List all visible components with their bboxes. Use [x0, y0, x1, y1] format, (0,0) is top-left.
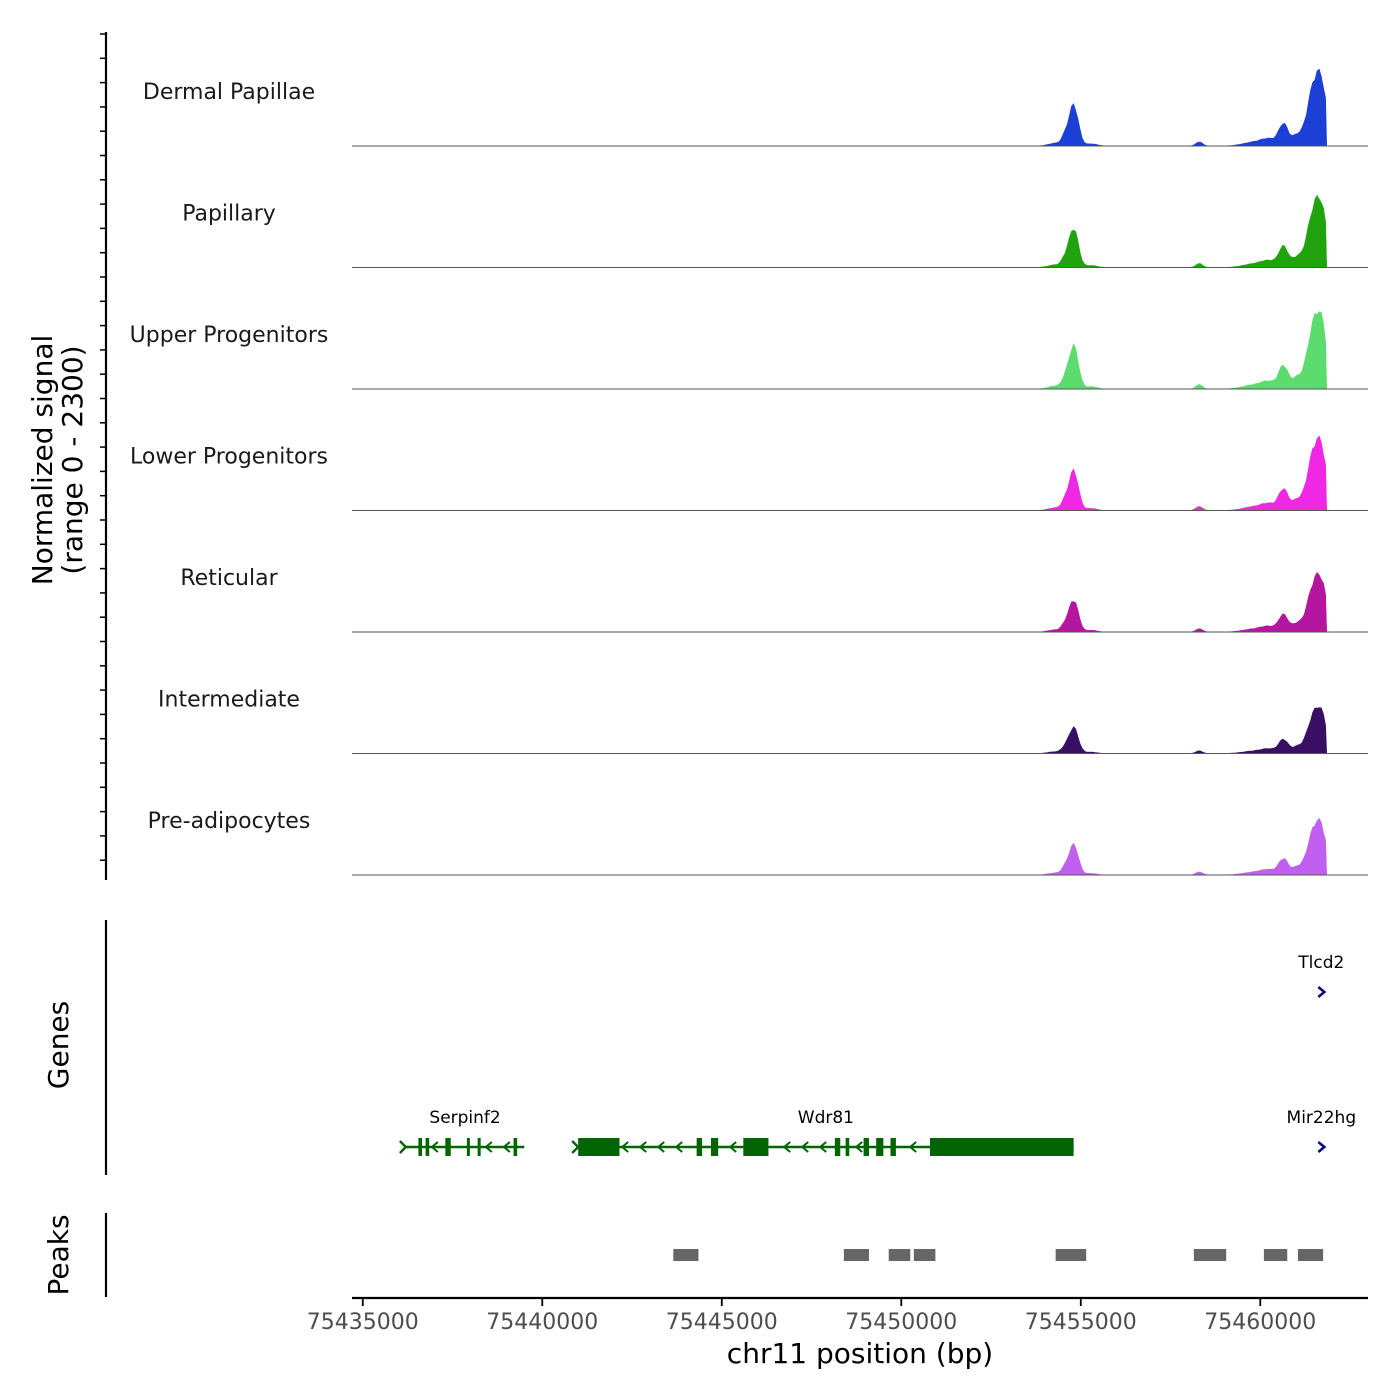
gene-label: Serpinf2	[429, 1108, 500, 1128]
genes-axis-title: Genes	[42, 1001, 75, 1089]
track: Pre-adipocytes	[148, 809, 1368, 876]
gene-label: Wdr81	[798, 1108, 854, 1128]
peak	[888, 1249, 911, 1261]
strand-arrow	[571, 1140, 580, 1154]
track: Lower Progenitors	[130, 435, 1368, 511]
strand-arrow	[502, 1141, 511, 1153]
track-label: Upper Progenitors	[130, 323, 329, 348]
x-tick-label: 75455000	[1025, 1310, 1137, 1335]
strand-arrow	[1317, 1141, 1327, 1153]
gene-model: Mir22hg	[1287, 1108, 1357, 1153]
exon	[890, 1138, 896, 1156]
signal-area	[352, 571, 1328, 633]
coverage-panel: Dermal Papillae Papillary Upper Progenitor…	[100, 32, 1368, 880]
genes-panel: Tlcd2 Mir22hg Serpinf2 Wdr81	[104, 920, 1357, 1175]
track: Upper Progenitors	[130, 311, 1368, 390]
gene-label: Mir22hg	[1287, 1108, 1357, 1128]
signal-area	[352, 68, 1328, 147]
strand-arrow	[908, 1141, 917, 1153]
strand-arrow	[430, 1141, 439, 1153]
exon	[743, 1138, 769, 1156]
track-label: Papillary	[182, 202, 276, 227]
strand-arrow	[620, 1141, 629, 1153]
exon	[930, 1138, 1074, 1156]
peaks-panel	[104, 1213, 1324, 1297]
track: Reticular	[180, 566, 1368, 633]
exon	[834, 1138, 841, 1156]
exon	[863, 1138, 869, 1156]
exon	[513, 1138, 518, 1156]
gene-model: Serpinf2	[399, 1108, 525, 1156]
x-tick-label: 75440000	[486, 1310, 598, 1335]
exon	[711, 1138, 719, 1156]
strand-arrow	[818, 1141, 827, 1153]
strand-arrow	[782, 1141, 791, 1153]
peak	[1193, 1249, 1227, 1261]
x-tick-label: 75445000	[666, 1310, 778, 1335]
strand-arrow	[800, 1141, 809, 1153]
exon	[425, 1138, 430, 1156]
track-label: Reticular	[180, 566, 278, 591]
strand-arrow	[1317, 986, 1327, 998]
peak	[843, 1249, 869, 1261]
exon	[418, 1138, 423, 1156]
track-label: Lower Progenitors	[130, 445, 328, 470]
strand-arrow	[674, 1141, 683, 1153]
signal-area	[352, 817, 1328, 876]
track-label: Pre-adipocytes	[148, 809, 311, 834]
x-tick-label: 75460000	[1204, 1310, 1316, 1335]
exon	[466, 1138, 470, 1156]
y-axis-title: Normalized signal	[26, 335, 59, 586]
exon	[845, 1138, 850, 1156]
exon	[477, 1138, 481, 1156]
x-axis: 75435000 75440000 75445000 75450000 75455000…	[307, 1296, 1368, 1335]
exon	[578, 1138, 620, 1156]
x-axis-title: chr11 position (bp)	[727, 1337, 993, 1370]
peak	[1263, 1249, 1288, 1261]
track: Papillary	[182, 194, 1368, 268]
peak	[913, 1249, 936, 1261]
gene-model: Tlcd2	[1297, 953, 1344, 998]
signal-area	[352, 435, 1328, 511]
strand-arrow	[728, 1141, 737, 1153]
signal-area	[352, 311, 1328, 390]
strand-arrow	[638, 1141, 647, 1153]
strand-arrow	[399, 1140, 408, 1154]
track: Dermal Papillae	[143, 68, 1368, 147]
strand-arrow	[484, 1141, 493, 1153]
signal-area	[352, 194, 1328, 268]
gene-model: Wdr81	[571, 1108, 1074, 1156]
x-tick-label: 75435000	[307, 1310, 419, 1335]
exon	[696, 1138, 703, 1156]
peaks-axis-title: Peaks	[42, 1214, 75, 1295]
gene-label: Tlcd2	[1297, 953, 1344, 973]
track: Intermediate	[158, 688, 1368, 754]
peak	[673, 1249, 699, 1261]
peak	[1055, 1249, 1087, 1261]
x-tick-label: 75450000	[845, 1310, 957, 1335]
signal-area	[352, 707, 1328, 754]
track-label: Intermediate	[158, 688, 300, 713]
peak	[1297, 1249, 1324, 1261]
strand-arrow	[854, 1141, 863, 1153]
strand-arrow	[656, 1141, 665, 1153]
exon	[445, 1138, 451, 1156]
exon	[876, 1138, 884, 1156]
track-label: Dermal Papillae	[143, 80, 315, 105]
y-axis-range: (range 0 - 2300)	[56, 345, 89, 574]
